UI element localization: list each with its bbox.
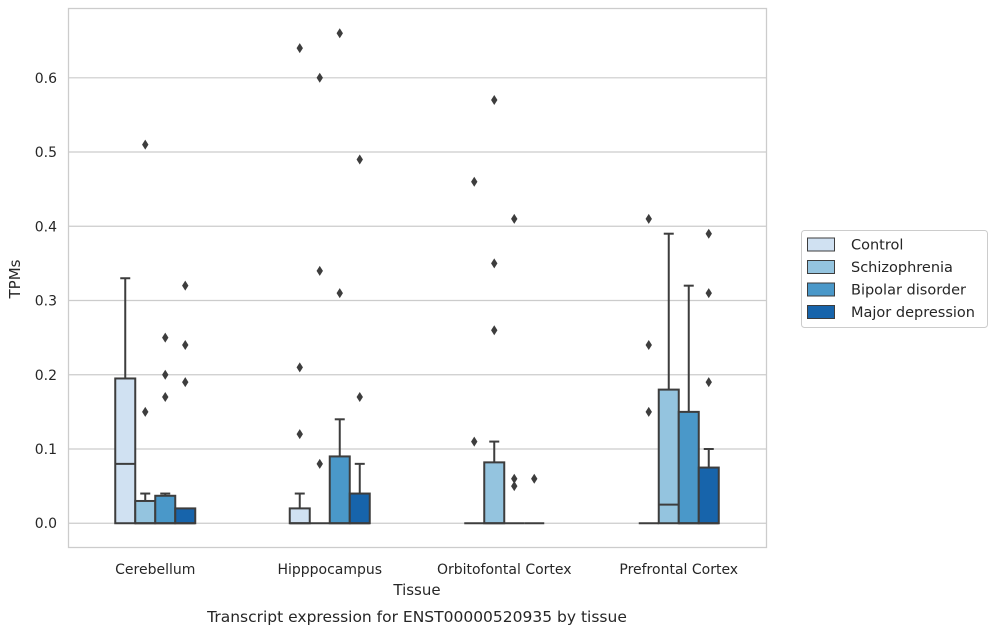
outlier-point [511,473,518,484]
outliers [142,28,712,492]
box-iqr [174,507,197,525]
outlier-point [705,288,712,299]
y-axis-label: TPMs [6,259,24,299]
outlier-point [645,406,652,417]
legend-swatch [807,260,835,274]
box-iqr [134,499,157,525]
x-tick-label: Prefrontal Cortex [619,562,738,578]
x-axis-label: Tissue [392,581,440,599]
box-0-0 [114,277,137,525]
outlier-point [645,340,652,351]
y-tick-label: 0.5 [35,145,57,161]
outlier-point [296,362,303,373]
box-1-0 [134,492,157,525]
box-3-3 [697,448,720,525]
legend-swatch [807,282,835,297]
chart-caption: Transcript expression for ENST0000052093… [206,608,627,626]
outlier-point [182,377,189,388]
gridlines [68,77,766,524]
outlier-point [336,28,343,39]
box-iqr [483,461,506,525]
box-1-3 [657,232,680,525]
y-tick-labels: 0.0 0.1 0.2 0.3 0.4 0.5 0.6 [35,71,57,532]
y-tick-label: 0.6 [35,71,57,87]
legend: Control Schizophrenia Bipolar disorder Majo… [801,230,988,328]
legend-swatch [807,305,835,319]
outlier-point [356,392,363,403]
outlier-point [705,377,712,388]
outlier-point [511,213,518,224]
legend-label: Control [851,238,903,254]
y-tick-label: 0.4 [35,219,57,235]
outlier-point [316,458,323,469]
y-tick-label: 0.3 [35,294,57,310]
outlier-point [162,332,169,343]
legend-swatch [807,237,835,252]
box-0-1 [288,492,311,525]
plot-frame [67,7,768,549]
outlier-point [471,176,478,187]
boxes [114,232,720,525]
box-iqr [697,466,720,525]
outlier-point [182,340,189,351]
outlier-point [316,265,323,276]
outlier-point [645,213,652,224]
box-iqr [677,410,700,525]
x-tick-labels: Cerebellum Hipppocampus Orbitofontal Corte… [115,562,738,578]
outlier-point [491,325,498,336]
outlier-point [705,228,712,239]
legend-label: Schizophrenia [851,260,953,276]
y-tick-label: 0.2 [35,368,57,384]
outlier-point [336,288,343,299]
box-iqr [657,388,680,525]
outlier-point [182,280,189,291]
x-tick-label: Cerebellum [115,562,195,578]
outlier-point [471,436,478,447]
legend-label: Major depression [851,305,975,321]
box-iqr [328,455,351,525]
outlier-point [162,369,169,380]
y-tick-label: 0.0 [35,516,57,532]
outlier-point [491,95,498,106]
y-tick-label: 0.1 [35,442,57,458]
box-3-1 [348,462,371,525]
outlier-point [491,258,498,269]
outlier-point [296,43,303,54]
box-2-0 [154,492,177,525]
outlier-point [356,154,363,165]
box-iqr [288,507,311,525]
x-tick-label: Hipppocampus [277,562,382,578]
x-tick-label: Orbitofontal Cortex [437,562,572,578]
outlier-point [316,72,323,83]
outlier-point [296,429,303,440]
box-1-2 [483,440,506,525]
outlier-point [531,473,538,484]
box-2-1 [328,418,351,525]
outlier-point [142,406,149,417]
legend-label: Bipolar disorder [851,283,966,299]
box-3-0 [174,507,197,525]
box-iqr [348,492,371,525]
legend-frame [801,230,988,328]
outlier-point [511,481,518,492]
outlier-point [162,392,169,403]
outlier-point [142,139,149,150]
box-iqr [114,377,137,525]
box-2-3 [677,284,700,525]
box-iqr [154,494,177,525]
